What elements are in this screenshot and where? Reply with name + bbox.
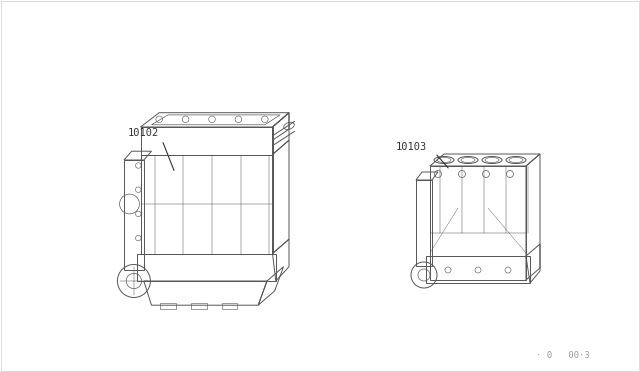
Bar — [222, 303, 237, 308]
Text: · 0   00·3: · 0 00·3 — [536, 351, 590, 360]
Bar — [160, 303, 176, 308]
Text: 10103: 10103 — [396, 142, 428, 152]
Text: 10102: 10102 — [128, 128, 159, 138]
Bar — [191, 303, 207, 308]
